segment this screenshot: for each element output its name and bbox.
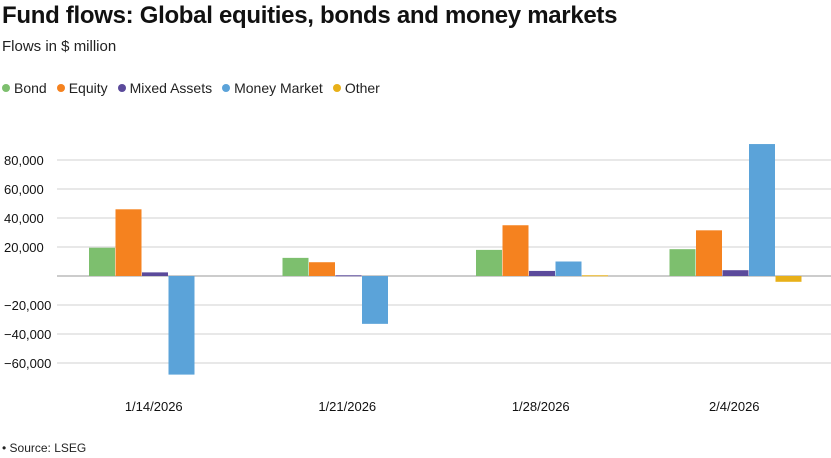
bar-equity xyxy=(115,209,142,276)
legend-item-bond: Bond xyxy=(2,80,47,96)
legend-swatch-money-market xyxy=(222,84,231,92)
x-tick-label: 1/28/2026 xyxy=(512,399,570,414)
bar-mixed-assets xyxy=(142,272,168,276)
legend-label-money-market: Money Market xyxy=(234,80,323,96)
y-tick-label: −60,000 xyxy=(4,356,51,371)
bar-equity xyxy=(696,230,722,276)
legend-label-bond: Bond xyxy=(14,80,47,96)
y-tick-label: 40,000 xyxy=(4,211,44,226)
chart-title: Fund flows: Global equities, bonds and m… xyxy=(2,2,618,29)
bar-bond xyxy=(669,249,696,276)
legend-item-money-market: Money Market xyxy=(222,80,323,96)
bar-mixed-assets xyxy=(529,270,555,276)
legend-swatch-bond xyxy=(2,84,10,92)
source-note: • Source: LSEG xyxy=(2,441,87,455)
bar-bond xyxy=(89,247,115,276)
legend-swatch-other xyxy=(332,84,341,92)
y-tick-label: 80,000 xyxy=(4,153,44,168)
bar-equity xyxy=(502,225,529,276)
legend-item-mixed-assets: Mixed Assets xyxy=(117,80,213,96)
bar-bond xyxy=(476,249,502,276)
y-tick-label: 60,000 xyxy=(4,182,44,197)
bar-money-market xyxy=(555,261,582,276)
legend-label-mixed-assets: Mixed Assets xyxy=(129,80,213,96)
legend: Bond Equity Mixed Assets Money Market Ot… xyxy=(2,80,390,96)
legend-swatch-mixed-assets xyxy=(117,84,126,92)
legend-swatch-equity xyxy=(56,84,65,92)
legend-item-other: Other xyxy=(332,80,380,96)
bar-other xyxy=(775,276,802,282)
legend-label-equity: Equity xyxy=(68,80,108,96)
y-tick-label: −20,000 xyxy=(4,298,51,313)
x-tick-label: 2/4/2026 xyxy=(709,399,760,414)
legend-item-equity: Equity xyxy=(56,80,108,96)
bar-mixed-assets xyxy=(722,270,749,276)
chart-subtitle: Flows in $ million xyxy=(2,38,117,55)
x-tick-label: 1/21/2026 xyxy=(318,399,376,414)
bar-equity xyxy=(309,262,335,276)
bar-money-market xyxy=(749,144,775,276)
y-tick-label: −40,000 xyxy=(4,327,51,342)
legend-label-other: Other xyxy=(344,80,380,96)
y-tick-label: 20,000 xyxy=(4,240,44,255)
bar-money-market xyxy=(362,276,388,324)
x-tick-label: 1/14/2026 xyxy=(125,399,183,414)
bar-bond xyxy=(282,257,309,276)
bar-other xyxy=(582,275,608,277)
bar-money-market xyxy=(168,276,195,375)
bar-mixed-assets xyxy=(335,275,362,277)
